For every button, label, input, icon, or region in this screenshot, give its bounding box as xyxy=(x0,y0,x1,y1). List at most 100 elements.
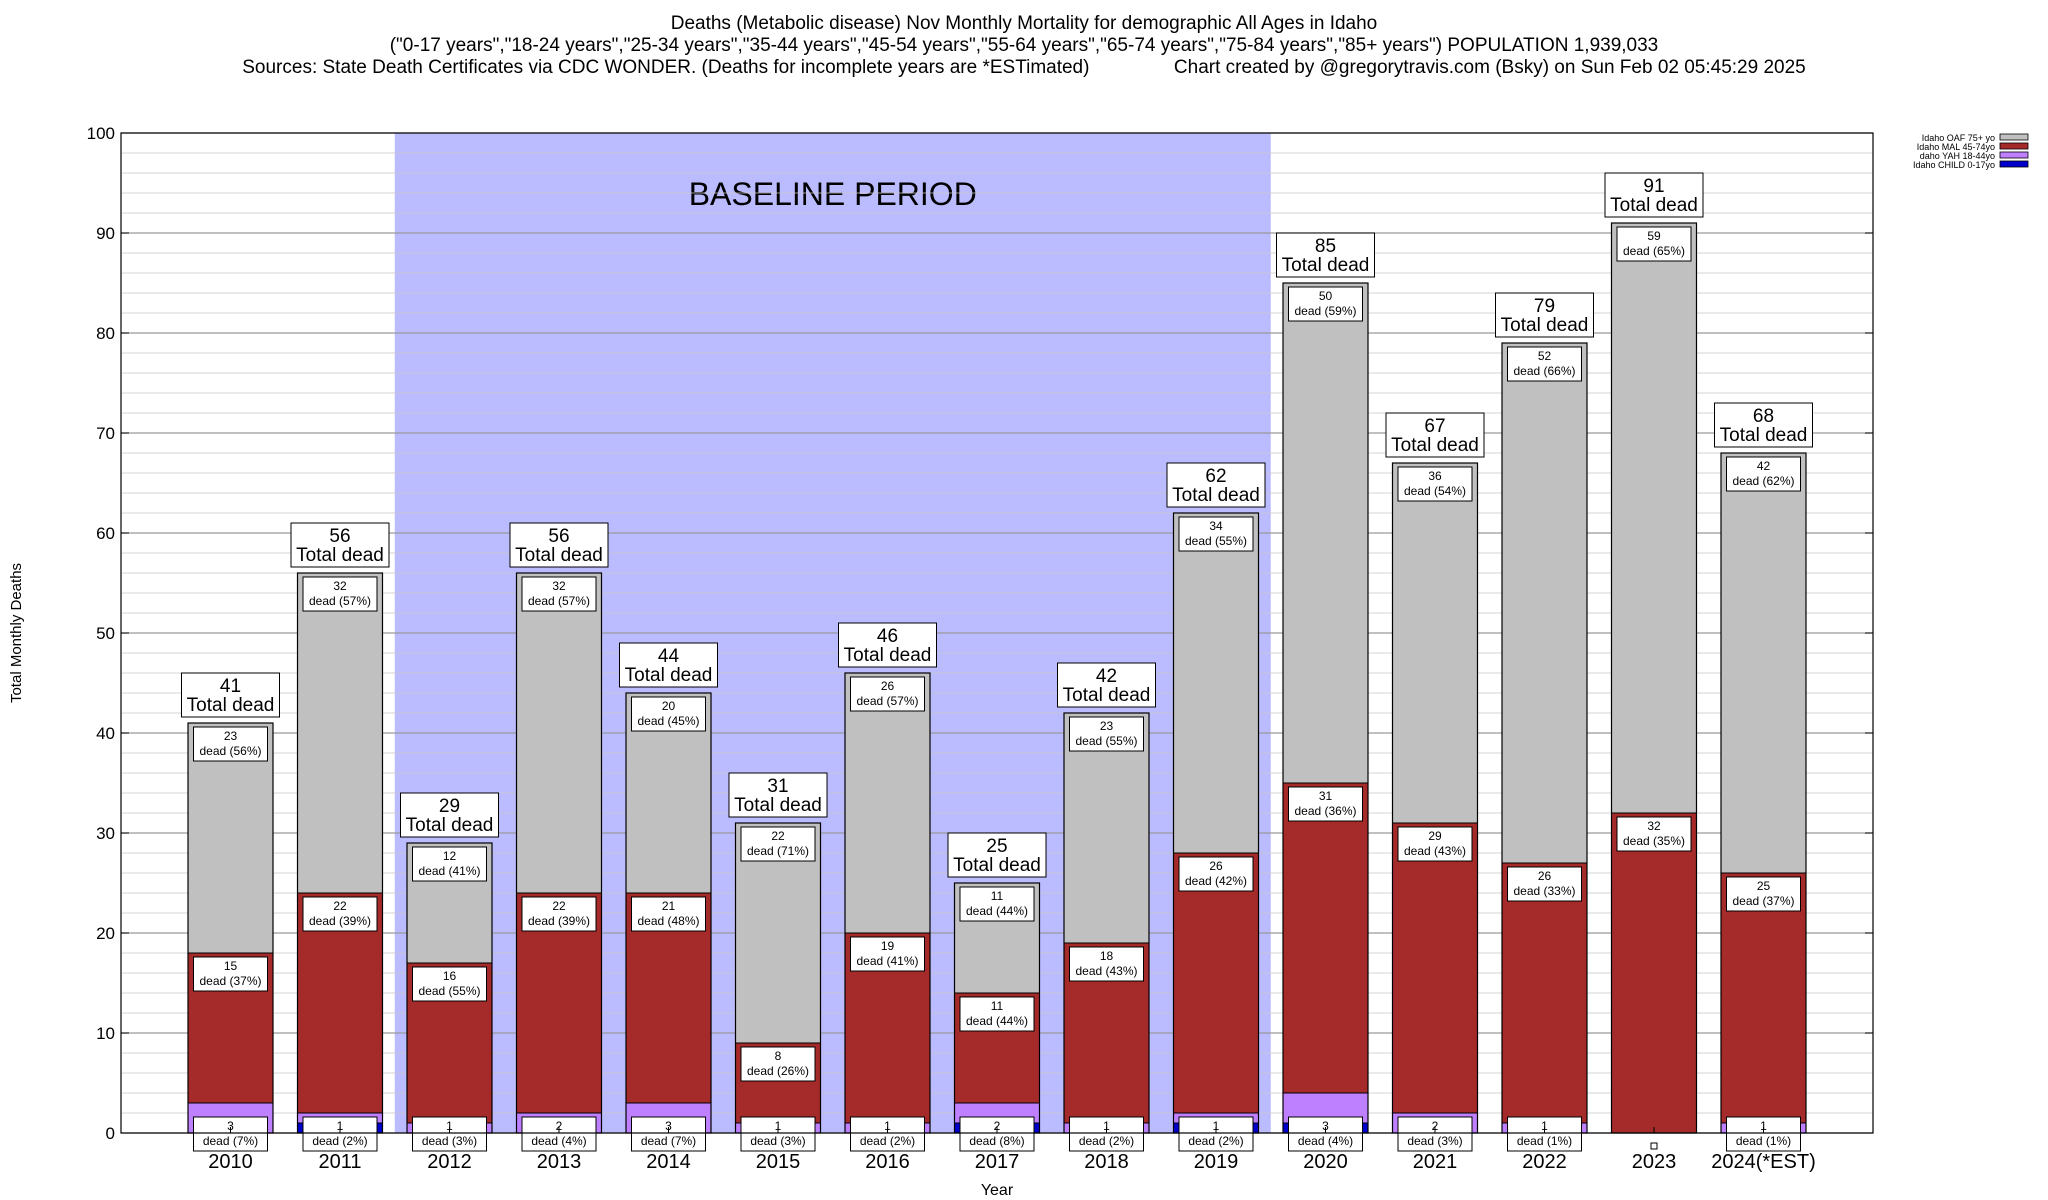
total-label-suffix: Total dead xyxy=(1063,685,1151,706)
bar-segment-idaho-mal-45-74yo xyxy=(1282,782,1369,1094)
total-label-suffix: Total dead xyxy=(406,815,494,836)
y-tick-label: 60 xyxy=(96,524,115,543)
segment-label-percent: dead (43%) xyxy=(1404,844,1466,858)
total-label-box xyxy=(290,522,390,568)
segment-label-box xyxy=(412,966,487,1002)
segment-label-box xyxy=(1616,816,1692,852)
total-label-suffix: Total dead xyxy=(515,545,603,566)
segment-label-box xyxy=(521,576,597,612)
segment-label-count: 19 xyxy=(881,939,895,953)
total-label-value: 25 xyxy=(986,836,1007,857)
total-label-value: 41 xyxy=(220,676,241,697)
segment-label-percent: dead (57%) xyxy=(856,694,918,708)
segment-label-count: 26 xyxy=(1209,859,1223,873)
total-label-value: 44 xyxy=(658,646,680,667)
segment-label-box xyxy=(1616,226,1692,262)
segment-label-box xyxy=(850,676,925,712)
segment-label-box xyxy=(1069,716,1144,752)
y-tick-label: 30 xyxy=(96,824,115,843)
bar-segment-idaho-mal-45-74yo xyxy=(1392,822,1478,1114)
segment-label-count: 32 xyxy=(1647,819,1661,833)
segment-label-box xyxy=(1397,466,1473,502)
segment-label-percent: dead (55%) xyxy=(1075,734,1137,748)
segment-label-count: 1 xyxy=(1103,1119,1110,1133)
segment-label-count: 42 xyxy=(1757,459,1771,473)
legend-swatch xyxy=(1999,133,2029,141)
segment-label-box xyxy=(959,1116,1035,1152)
bar-segment-idaho-oaf-75+-yo xyxy=(297,572,383,894)
segment-label-count: 31 xyxy=(1319,789,1333,803)
total-label-value: 79 xyxy=(1534,296,1555,317)
x-tick-label: 2012 xyxy=(427,1151,472,1173)
total-label-box xyxy=(1276,232,1375,278)
total-label-box xyxy=(400,792,499,838)
bar-segment-idaho-oaf-75+-yo xyxy=(1392,462,1478,824)
segment-label-count: 3 xyxy=(227,1119,234,1133)
segment-label-box xyxy=(1397,826,1473,862)
y-tick-label: 90 xyxy=(96,224,115,243)
y-tick-label: 50 xyxy=(96,624,115,643)
x-tick-label: 2023 xyxy=(1632,1151,1677,1173)
segment-label-count: 52 xyxy=(1538,349,1552,363)
chart-subtitle-sources: Sources: State Death Certificates via CD… xyxy=(242,57,1806,78)
segment-label-count: 20 xyxy=(662,699,676,713)
y-tick-label: 20 xyxy=(96,924,115,943)
total-label-value: 56 xyxy=(548,526,569,547)
total-label-value: 29 xyxy=(439,796,460,817)
segment-label-percent: dead (44%) xyxy=(966,1014,1028,1028)
segment-label-percent: dead (42%) xyxy=(1185,874,1247,888)
chart-subtitle-demographics: ("0-17 years","18-24 years","25-34 years… xyxy=(389,35,1659,56)
x-tick-label: 2016 xyxy=(865,1151,910,1173)
segment-label-count: 1 xyxy=(337,1119,344,1133)
x-tick-label: 2010 xyxy=(208,1151,253,1173)
bar-segment-idaho-oaf-75+-yo xyxy=(1282,282,1369,784)
bar-segment-idaho-oaf-75+-yo xyxy=(516,572,602,894)
total-label-suffix: Total dead xyxy=(1391,435,1479,456)
segment-label-count: 34 xyxy=(1209,519,1223,533)
total-label-box xyxy=(947,832,1047,878)
segment-label-box xyxy=(1397,1116,1473,1152)
segment-label-percent: dead (54%) xyxy=(1404,484,1466,498)
total-label-box xyxy=(1604,172,1704,218)
y-tick-label: 10 xyxy=(96,1024,115,1043)
segment-label-count: 16 xyxy=(443,969,457,983)
segment-label-percent: dead (1%) xyxy=(1736,1134,1791,1148)
segment-label-count: 2 xyxy=(994,1119,1001,1133)
segment-label-box xyxy=(850,1116,925,1152)
total-label-box xyxy=(1057,662,1156,708)
segment-label-percent: dead (39%) xyxy=(528,914,590,928)
segment-label-percent: dead (8%) xyxy=(969,1134,1024,1148)
segment-label-percent: dead (2%) xyxy=(312,1134,367,1148)
segment-label-count: 12 xyxy=(443,849,457,863)
segment-label-count: 3 xyxy=(665,1119,672,1133)
segment-label-count: 29 xyxy=(1428,829,1442,843)
segment-label-box xyxy=(1726,1116,1801,1152)
segment-label-percent: dead (2%) xyxy=(1079,1134,1134,1148)
bar-segment-idaho-mal-45-74yo xyxy=(1611,812,1697,1134)
y-tick-label: 40 xyxy=(96,724,115,743)
segment-label-count: 1 xyxy=(775,1119,782,1133)
total-label-box xyxy=(509,522,609,568)
segment-label-percent: dead (66%) xyxy=(1513,364,1575,378)
segment-label-count: 18 xyxy=(1100,949,1114,963)
x-tick-label: 2024(*EST) xyxy=(1711,1151,1816,1173)
segment-label-percent: dead (71%) xyxy=(747,844,809,858)
total-label-box xyxy=(619,642,718,688)
segment-label-count: 23 xyxy=(1100,719,1114,733)
total-label-suffix: Total dead xyxy=(1172,485,1260,506)
segment-label-percent: dead (4%) xyxy=(531,1134,586,1148)
segment-label-box xyxy=(1507,346,1582,382)
total-label-suffix: Total dead xyxy=(625,665,713,686)
segment-label-count: 11 xyxy=(991,889,1004,903)
total-label-box xyxy=(1166,462,1266,508)
segment-label-box xyxy=(959,996,1035,1032)
segment-label-count: 1 xyxy=(1213,1119,1220,1133)
total-label-box xyxy=(1495,292,1594,338)
segment-label-percent: dead (48%) xyxy=(637,914,699,928)
legend-label: daho YAH 18-44yo xyxy=(1920,151,1995,161)
bar-segment-idaho-oaf-75+-yo xyxy=(1720,452,1807,874)
segment-label-box xyxy=(740,1116,816,1152)
segment-label-count: 36 xyxy=(1428,469,1442,483)
empty-label-marker xyxy=(1650,1142,1658,1150)
